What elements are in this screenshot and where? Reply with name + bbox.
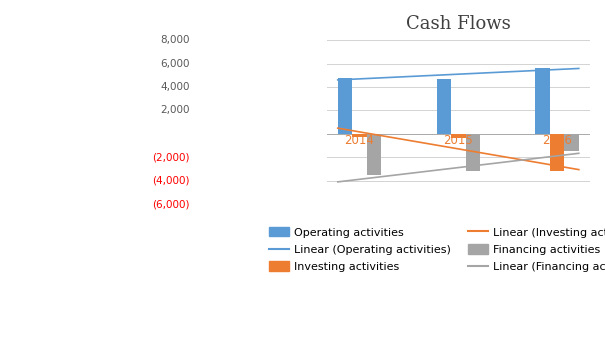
Text: 2,000: 2,000 [160,105,189,115]
Bar [465,134,480,171]
Bar [367,134,381,175]
Bar [338,78,352,134]
Bar [352,134,367,137]
Text: 6,000: 6,000 [160,58,189,69]
Text: (6,000): (6,000) [152,199,189,209]
Bar [535,68,550,134]
Text: (4,000): (4,000) [152,176,189,186]
Text: 2015: 2015 [443,134,473,148]
Text: 2014: 2014 [345,134,374,148]
Bar [564,134,579,151]
Title: Cash Flows: Cash Flows [406,15,511,33]
Legend: Operating activities, Linear (Operating activities), Investing activities, Linea: Operating activities, Linear (Operating … [264,223,605,276]
Text: 2016: 2016 [542,134,572,148]
Bar [550,134,564,171]
Text: 8,000: 8,000 [160,35,189,45]
Bar [437,79,451,134]
Text: (2,000): (2,000) [152,152,189,162]
Bar [451,134,465,138]
Text: 4,000: 4,000 [160,82,189,92]
